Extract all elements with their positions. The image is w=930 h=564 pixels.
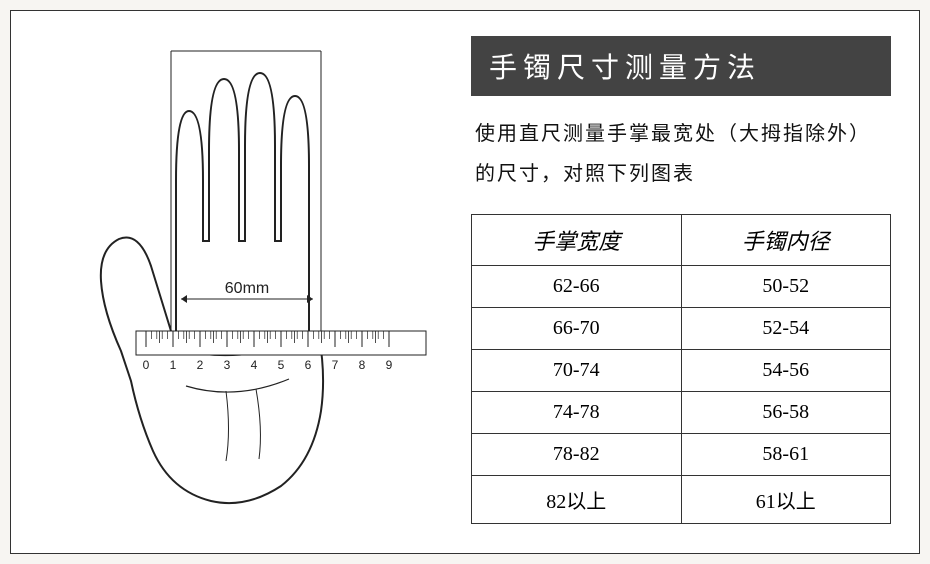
table-row: 66-7052-54 (472, 308, 891, 350)
hand-diagram-panel: 60mm 0 1 2 3 4 5 6 7 8 9 (31, 31, 451, 531)
table-cell: 56-58 (681, 392, 891, 434)
svg-text:3: 3 (224, 358, 231, 372)
table-cell: 66-70 (472, 308, 682, 350)
hand-ruler-diagram: 60mm 0 1 2 3 4 5 6 7 8 9 (31, 31, 451, 531)
table-cell: 61以上 (681, 476, 891, 524)
table-header-palm-width: 手掌宽度 (472, 215, 682, 266)
table-cell: 52-54 (681, 308, 891, 350)
table-row: 62-6650-52 (472, 266, 891, 308)
description-text: 使用直尺测量手掌最宽处（大拇指除外）的尺寸，对照下列图表 (475, 114, 891, 194)
info-panel: 手镯尺寸测量方法 使用直尺测量手掌最宽处（大拇指除外）的尺寸，对照下列图表 手掌… (471, 36, 891, 524)
size-table: 手掌宽度 手镯内径 62-6650-5266-7052-5470-7454-56… (471, 214, 891, 524)
infographic-frame: 60mm 0 1 2 3 4 5 6 7 8 9 手镯尺寸测量方法 使用直尺测量手掌最宽处（大拇指… (10, 10, 920, 554)
table-cell: 62-66 (472, 266, 682, 308)
svg-text:1: 1 (170, 358, 177, 372)
table-cell: 78-82 (472, 434, 682, 476)
table-cell: 58-61 (681, 434, 891, 476)
table-cell: 54-56 (681, 350, 891, 392)
table-row: 82以上61以上 (472, 476, 891, 524)
svg-text:7: 7 (332, 358, 339, 372)
table-cell: 82以上 (472, 476, 682, 524)
table-cell: 50-52 (681, 266, 891, 308)
measurement-label: 60mm (225, 280, 269, 297)
table-header-bracelet-diameter: 手镯内径 (681, 215, 891, 266)
table-row: 70-7454-56 (472, 350, 891, 392)
table-cell: 74-78 (472, 392, 682, 434)
svg-text:9: 9 (386, 358, 393, 372)
svg-text:6: 6 (305, 358, 312, 372)
title-bar: 手镯尺寸测量方法 (471, 36, 891, 96)
svg-text:8: 8 (359, 358, 366, 372)
svg-text:5: 5 (278, 358, 285, 372)
table-row: 78-8258-61 (472, 434, 891, 476)
table-row: 74-7856-58 (472, 392, 891, 434)
svg-text:2: 2 (197, 358, 204, 372)
svg-text:4: 4 (251, 358, 258, 372)
table-cell: 70-74 (472, 350, 682, 392)
svg-text:0: 0 (143, 358, 150, 372)
